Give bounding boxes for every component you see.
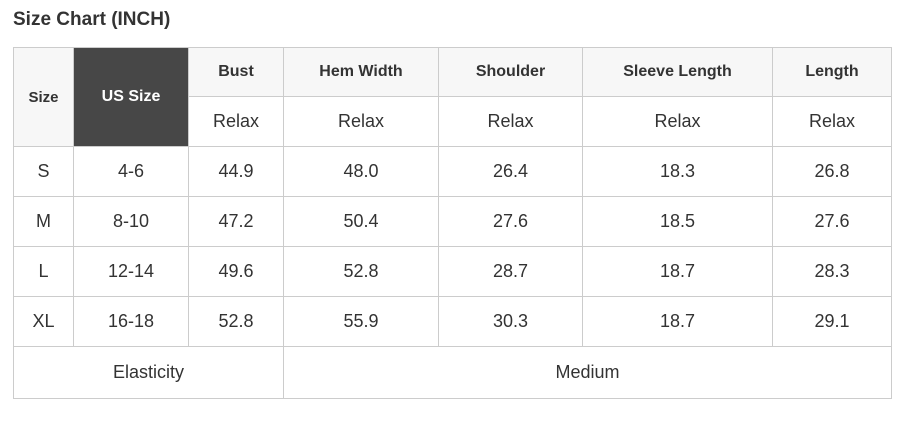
column-header-length: Length	[772, 47, 892, 97]
header-row-measurements: Size US Size Bust Hem Width Shoulder Sle…	[13, 47, 892, 147]
measurement-cell: 28.3	[772, 246, 892, 297]
measurement-cell: 18.7	[582, 296, 773, 347]
table-row-s: S 4-6 44.9 48.0 26.4 18.3 26.8	[13, 146, 892, 197]
header-row-fit: Relax Relax Relax Relax Relax	[14, 96, 892, 147]
size-label: XL	[13, 296, 74, 347]
column-header-hem-width: Hem Width	[283, 47, 439, 97]
measurement-cell: 52.8	[188, 296, 284, 347]
elasticity-row: Elasticity Medium	[13, 346, 892, 399]
measurement-cell: 18.3	[582, 146, 773, 197]
measurement-cell: 44.9	[188, 146, 284, 197]
us-size-value: 12-14	[73, 246, 189, 297]
us-size-value: 16-18	[73, 296, 189, 347]
size-label: M	[13, 196, 74, 247]
elasticity-value: Medium	[283, 346, 892, 399]
column-header-shoulder: Shoulder	[438, 47, 583, 97]
measurement-cell: 47.2	[188, 196, 284, 247]
measurement-cell: 26.4	[438, 146, 583, 197]
fit-cell-bust: Relax	[188, 96, 284, 147]
us-size-value: 8-10	[73, 196, 189, 247]
column-header-bust: Bust	[188, 47, 284, 97]
measurement-cell: 18.5	[582, 196, 773, 247]
measurement-cell: 55.9	[283, 296, 439, 347]
fit-cell-shoulder: Relax	[438, 96, 583, 147]
size-label: S	[13, 146, 74, 197]
measurement-cell: 29.1	[772, 296, 892, 347]
page-title: Size Chart (INCH)	[13, 9, 171, 30]
table-row-m: M 8-10 47.2 50.4 27.6 18.5 27.6	[13, 196, 892, 247]
corner-us-size-header: US Size	[73, 47, 189, 147]
fit-cell-length: Relax	[772, 96, 892, 147]
corner-size-header: Size	[13, 47, 74, 147]
measurement-cell: 27.6	[772, 196, 892, 247]
size-label: L	[13, 246, 74, 297]
measurement-cell: 18.7	[582, 246, 773, 297]
measurement-cell: 49.6	[188, 246, 284, 297]
elasticity-label: Elasticity	[13, 346, 284, 399]
fit-cell-hem-width: Relax	[283, 96, 439, 147]
size-chart-section: Size Chart (INCH) Size US Size Bust Hem …	[13, 9, 892, 399]
measurement-cell: 48.0	[283, 146, 439, 197]
us-size-value: 4-6	[73, 146, 189, 197]
measurement-cell: 27.6	[438, 196, 583, 247]
table-row-l: L 12-14 49.6 52.8 28.7 18.7 28.3	[13, 246, 892, 297]
size-chart-table: Size US Size Bust Hem Width Shoulder Sle…	[13, 47, 892, 399]
fit-cell-sleeve-length: Relax	[582, 96, 773, 147]
measurement-cell: 26.8	[772, 146, 892, 197]
measurement-cell: 50.4	[283, 196, 439, 247]
table-row-xl: XL 16-18 52.8 55.9 30.3 18.7 29.1	[13, 296, 892, 347]
measurement-cell: 28.7	[438, 246, 583, 297]
measurement-cell: 52.8	[283, 246, 439, 297]
measurement-cell: 30.3	[438, 296, 583, 347]
column-header-sleeve-length: Sleeve Length	[582, 47, 773, 97]
